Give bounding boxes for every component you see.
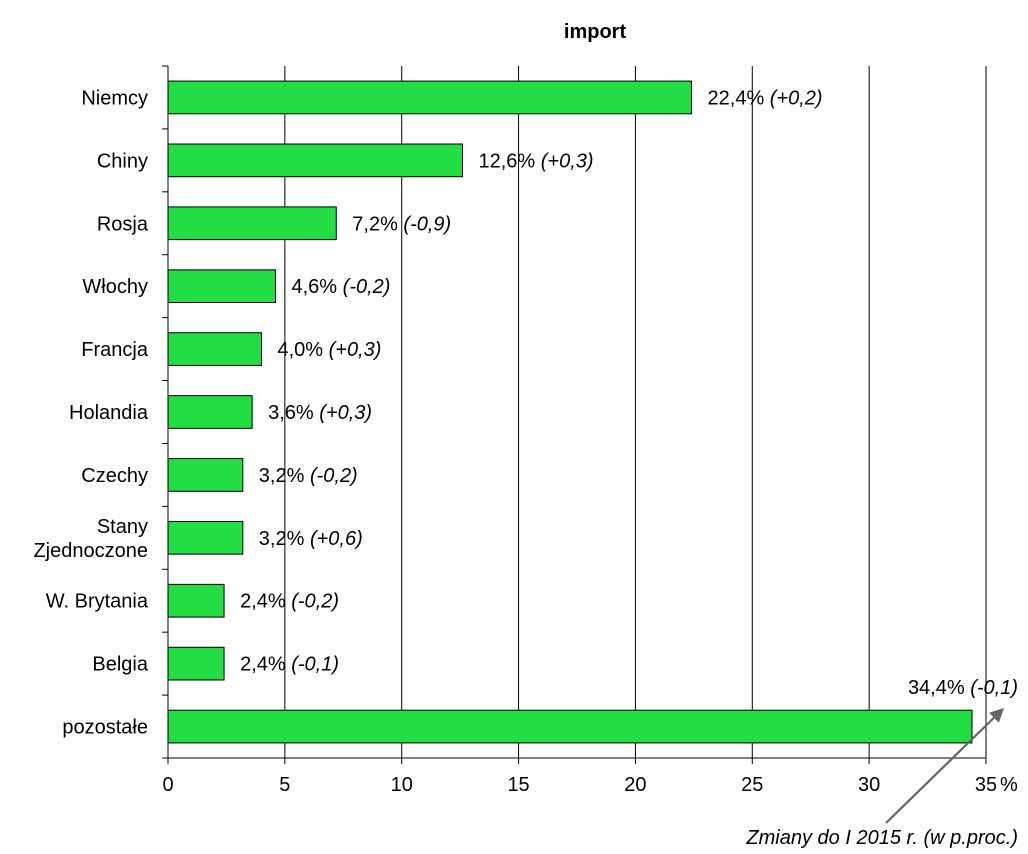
data-label-7: 3,2% (+0,6) [259,528,363,550]
bar-4 [167,332,262,366]
category-label-5: Holandia [69,402,149,424]
bar-9 [167,646,225,681]
data-label-5: 3,6% (+0,3) [268,402,372,424]
data-value-0: 22,4% [708,87,770,109]
annotation-text: Zmiany do I 2015 r. (w p.proc.) [745,827,1018,849]
data-change-0: (+0,2) [770,87,823,109]
x-tick-label-0: 0 [162,774,173,796]
bar-3 [167,269,277,304]
bar-0 [167,80,693,115]
grid-lines [284,66,987,758]
data-change-6: (-0,2) [310,465,358,487]
data-value-5: 3,6% [268,402,319,424]
data-change-4: (+0,3) [329,339,382,361]
data-value-2: 7,2% [352,213,403,235]
data-value-9: 2,4% [240,654,291,676]
x-tick-label-15: 15 [507,774,529,796]
bar-10 [167,709,973,744]
x-tick-label-30: 30 [858,774,880,796]
data-label-1: 12,6% (+0,3) [478,150,593,172]
data-change-5: (+0,3) [319,402,372,424]
category-label-4: Francja [81,339,149,361]
category-label-9: Belgia [92,654,148,676]
axes [162,65,987,764]
bar-5 [167,395,253,429]
bars [167,80,973,744]
bar-1 [167,143,463,178]
category-label-6: Czechy [81,465,148,487]
bar-8 [167,583,225,618]
bar-7 [167,520,244,555]
data-value-10: 34,4% [908,677,970,699]
annotation-arrow-line [885,716,995,824]
data-value-7: 3,2% [259,528,310,550]
data-label-2: 7,2% (-0,9) [352,213,451,235]
data-change-8: (-0,2) [291,591,339,613]
data-value-8: 2,4% [240,591,291,613]
data-value-3: 4,6% [292,276,343,298]
data-label-10: 34,4% (-0,1) [908,677,1018,699]
category-label-7-line-1: Zjednoczone [33,540,148,562]
data-value-1: 12,6% [478,150,540,172]
data-change-10: (-0,1) [970,677,1018,699]
data-change-1: (+0,3) [541,150,594,172]
data-label-8: 2,4% (-0,2) [240,591,339,613]
bar-2 [167,206,337,241]
data-label-4: 4,0% (+0,3) [277,339,381,361]
category-label-1: Chiny [97,150,148,172]
x-tick-label-10: 10 [391,774,413,796]
data-change-3: (-0,2) [343,276,391,298]
category-label-3: Włochy [82,276,148,298]
data-change-9: (-0,1) [291,654,339,676]
category-label-7-line-0: Stany [97,516,148,538]
category-label-2: Rosja [97,213,149,235]
category-label-0: Niemcy [81,87,148,109]
annotation: Zmiany do I 2015 r. (w p.proc.) [745,708,1018,849]
data-label-9: 2,4% (-0,1) [240,654,339,676]
chart-title: import [564,21,627,43]
x-axis-unit: % [1000,774,1018,796]
data-change-7: (+0,6) [310,528,363,550]
x-tick-label-35: 35 [975,774,997,796]
data-value-6: 3,2% [259,465,310,487]
annotation-arrow-head [989,708,1004,723]
data-label-6: 3,2% (-0,2) [259,465,358,487]
category-label-10: pozostałe [62,717,148,739]
category-label-8: W. Brytania [46,591,149,613]
x-tick-label-20: 20 [624,774,646,796]
bar-6 [167,458,244,492]
data-label-3: 4,6% (-0,2) [292,276,391,298]
data-value-4: 4,0% [277,339,328,361]
x-tick-label-5: 5 [279,774,290,796]
data-label-0: 22,4% (+0,2) [708,87,823,109]
data-change-2: (-0,9) [403,213,451,235]
x-tick-label-25: 25 [741,774,763,796]
labels: 0 5 10 15 20 25 30 35 % Niemcy Chiny Rosja Włochy Fra… [33,87,1018,796]
